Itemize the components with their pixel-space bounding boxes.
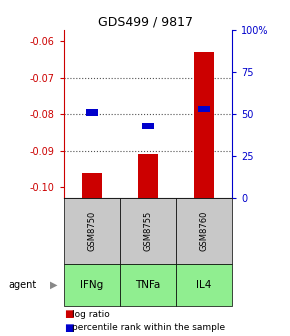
Text: ■: ■ bbox=[64, 323, 74, 333]
Text: log ratio: log ratio bbox=[72, 310, 110, 319]
Text: GDS499 / 9817: GDS499 / 9817 bbox=[97, 15, 193, 28]
Text: agent: agent bbox=[9, 280, 37, 290]
Bar bbox=[138, 155, 158, 198]
Text: percentile rank within the sample: percentile rank within the sample bbox=[72, 323, 225, 332]
Text: ■: ■ bbox=[64, 309, 74, 319]
Text: GSM8750: GSM8750 bbox=[87, 211, 96, 251]
Bar bbox=[82, 173, 102, 198]
Text: ▶: ▶ bbox=[50, 280, 57, 290]
Bar bbox=[142, 123, 154, 129]
Text: IFNg: IFNg bbox=[80, 280, 104, 290]
Text: GSM8760: GSM8760 bbox=[200, 211, 209, 251]
Text: TNFa: TNFa bbox=[135, 280, 161, 290]
Bar bbox=[198, 106, 210, 113]
Bar bbox=[194, 52, 214, 198]
Text: GSM8755: GSM8755 bbox=[143, 211, 153, 251]
Text: IL4: IL4 bbox=[196, 280, 212, 290]
Bar bbox=[86, 109, 98, 116]
